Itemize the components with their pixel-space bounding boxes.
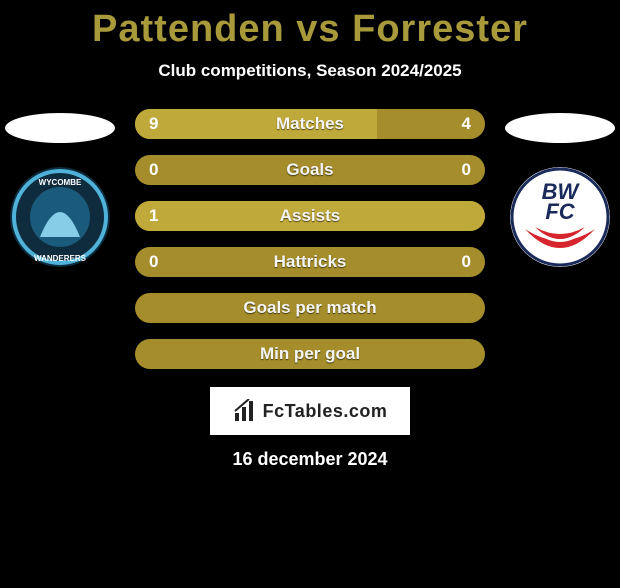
subtitle: Club competitions, Season 2024/2025	[0, 61, 620, 81]
wycombe-crest-icon: WYCOMBE WANDERERS	[10, 167, 110, 267]
svg-text:WANDERERS: WANDERERS	[34, 254, 87, 263]
stat-label: Min per goal	[135, 339, 485, 369]
stat-bar: 00Goals	[135, 155, 485, 185]
stat-bar: 00Hattricks	[135, 247, 485, 277]
team-right-crest: BW FC	[510, 167, 610, 267]
site-name: FcTables.com	[263, 401, 388, 422]
stat-label: Goals	[135, 155, 485, 185]
bolton-crest-icon: BW FC	[510, 167, 610, 267]
chart-icon	[233, 399, 257, 423]
team-left-crest: WYCOMBE WANDERERS	[10, 167, 110, 267]
player-right-column: BW FC	[500, 109, 620, 267]
stat-bar: Goals per match	[135, 293, 485, 323]
svg-text:FC: FC	[545, 199, 575, 224]
snapshot-date: 16 december 2024	[0, 449, 620, 470]
stat-bars: 94Matches 00Goals 1Assists 00Hattricks Goals…	[135, 109, 485, 369]
stat-label: Goals per match	[135, 293, 485, 323]
stat-bar: 94Matches	[135, 109, 485, 139]
stat-bar: 1Assists	[135, 201, 485, 231]
player-left-name-plate	[5, 113, 115, 143]
page-title: Pattenden vs Forrester	[0, 8, 620, 51]
site-badge: FcTables.com	[210, 387, 410, 435]
stat-label: Assists	[135, 201, 485, 231]
player-left-column: WYCOMBE WANDERERS	[0, 109, 120, 267]
stat-bar: Min per goal	[135, 339, 485, 369]
player-right-name-plate	[505, 113, 615, 143]
stat-label: Hattricks	[135, 247, 485, 277]
comparison-content: WYCOMBE WANDERERS BW FC 94Matches 00Goals…	[0, 109, 620, 369]
svg-text:WYCOMBE: WYCOMBE	[39, 178, 82, 187]
stat-label: Matches	[135, 109, 485, 139]
